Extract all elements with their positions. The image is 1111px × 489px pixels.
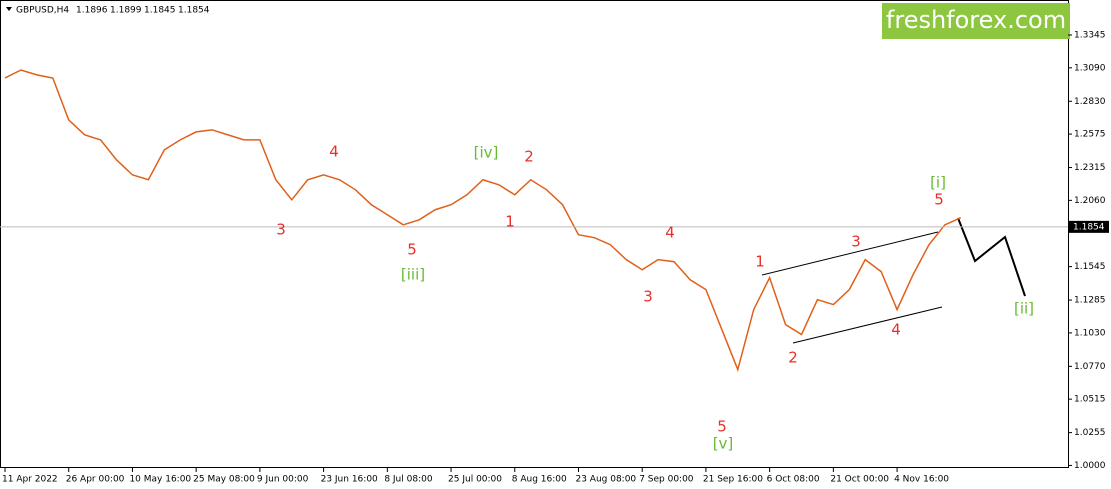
price-label-box xyxy=(1069,220,1109,233)
x-tick-label: 4 Nov 16:00 xyxy=(894,475,949,485)
price-label: 1.1854 xyxy=(1073,222,1105,232)
y-tick-label: 1.0000 xyxy=(1074,461,1106,471)
x-tick-label: 21 Oct 00:00 xyxy=(830,475,889,485)
y-tick-label: 1.1030 xyxy=(1074,328,1106,338)
x-tick-label: 21 Sep 16:00 xyxy=(703,475,763,485)
x-tick-label: 25 May 08:00 xyxy=(193,475,255,485)
wave-label: [iii] xyxy=(401,266,425,284)
wave-label: 5 xyxy=(934,191,944,209)
x-tick-label: 9 Jun 00:00 xyxy=(257,475,309,485)
x-tick-label: 26 Apr 00:00 xyxy=(66,475,125,485)
x-tick-label: 23 Jun 16:00 xyxy=(321,475,378,485)
wave-label: [v] xyxy=(713,435,734,453)
y-tick-label: 1.0515 xyxy=(1074,395,1106,405)
y-tick-label: 1.3345 xyxy=(1074,31,1106,41)
wave-label: [i] xyxy=(930,174,946,192)
wave-label: 3 xyxy=(643,288,653,306)
logo: freshforex.com xyxy=(886,6,1066,34)
y-tick-label: 1.1545 xyxy=(1074,262,1106,272)
wave-label: 1 xyxy=(505,213,515,231)
forecast-path xyxy=(957,217,1026,297)
wave-label: 3 xyxy=(276,221,286,239)
ohlc-value: 1.1845 xyxy=(144,6,176,16)
channel-line xyxy=(761,231,939,276)
y-tick-label: 1.0770 xyxy=(1074,362,1106,372)
wave-label: 5 xyxy=(407,241,417,259)
wave-label: 5 xyxy=(717,418,727,436)
y-tick-label: 1.1285 xyxy=(1074,296,1106,306)
wave-label: 4 xyxy=(665,224,675,242)
x-tick-label: 23 Aug 08:00 xyxy=(575,475,636,485)
x-tick-label: 25 Jul 00:00 xyxy=(448,475,502,485)
wave-label: 2 xyxy=(524,148,534,166)
x-tick-label: 8 Jul 08:00 xyxy=(384,475,433,485)
wave-label: 4 xyxy=(891,321,901,339)
x-tick-label: 10 May 16:00 xyxy=(129,475,191,485)
ohlc-value: 1.1899 xyxy=(110,6,142,16)
wave-label: 1 xyxy=(755,253,765,271)
y-tick-label: 1.2830 xyxy=(1074,97,1106,107)
header: GBPUSD,H4 xyxy=(6,6,69,16)
wave-label: 3 xyxy=(851,233,861,251)
wave-label: 4 xyxy=(329,143,339,161)
y-tick-label: 1.0255 xyxy=(1074,428,1106,438)
header-icon xyxy=(6,7,12,11)
ohlc-value: 1.1896 xyxy=(76,6,108,16)
x-tick-label: 6 Oct 08:00 xyxy=(767,475,820,485)
symbol: GBPUSD,H4 xyxy=(16,6,69,16)
wave-label: [ii] xyxy=(1014,300,1034,318)
x-tick-label: 11 Apr 2022 xyxy=(2,475,58,485)
wave-label: 2 xyxy=(788,349,798,367)
x-tick-label: 8 Aug 16:00 xyxy=(512,475,567,485)
x-tick-label: 7 Sep 00:00 xyxy=(639,475,694,485)
wave-label: [iv] xyxy=(474,144,499,162)
y-tick-label: 1.2315 xyxy=(1074,163,1106,173)
plot-frame xyxy=(0,0,1069,468)
logo-box xyxy=(882,3,1070,39)
y-tick-label: 1.2060 xyxy=(1074,196,1106,206)
y-tick-label: 1.3090 xyxy=(1074,63,1106,73)
ohlc-value: 1.1854 xyxy=(178,6,210,16)
price-line xyxy=(4,69,962,372)
y-tick-label: 1.2575 xyxy=(1074,130,1106,140)
channel-line xyxy=(792,306,943,344)
